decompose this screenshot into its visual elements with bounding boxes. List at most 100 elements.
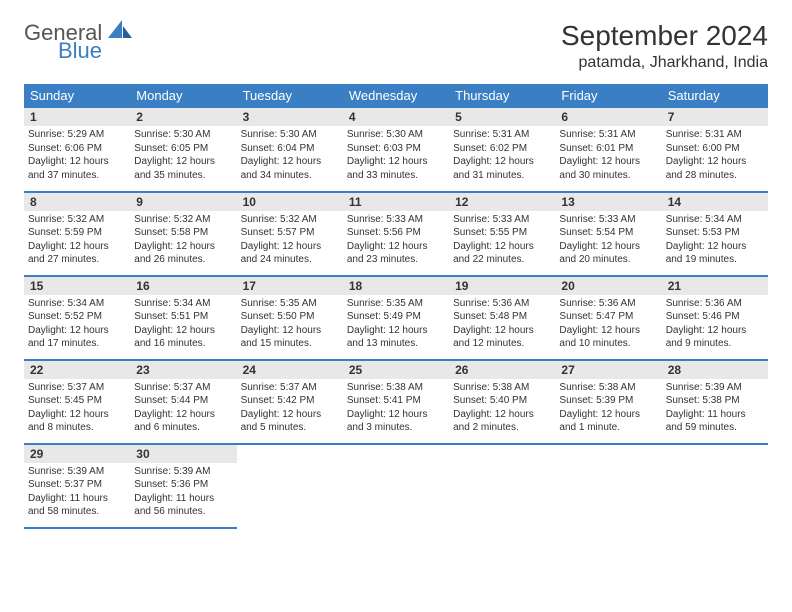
day-line-d2: and 13 minutes. bbox=[347, 337, 445, 351]
day-line-d2: and 10 minutes. bbox=[559, 337, 657, 351]
day-number: 30 bbox=[130, 445, 236, 463]
day-line-sunrise: Sunrise: 5:38 AM bbox=[559, 381, 657, 395]
day-body: Sunrise: 5:29 AMSunset: 6:06 PMDaylight:… bbox=[24, 126, 130, 186]
calendar-cell bbox=[662, 444, 768, 528]
day-number: 25 bbox=[343, 361, 449, 379]
title-block: September 2024 patamda, Jharkhand, India bbox=[561, 20, 768, 72]
day-line-sunrise: Sunrise: 5:34 AM bbox=[134, 297, 232, 311]
day-line-sunrise: Sunrise: 5:30 AM bbox=[347, 128, 445, 142]
day-line-d1: Daylight: 12 hours bbox=[453, 240, 551, 254]
day-line-sunrise: Sunrise: 5:34 AM bbox=[666, 213, 764, 227]
day-body: Sunrise: 5:38 AMSunset: 5:40 PMDaylight:… bbox=[449, 379, 555, 439]
calendar-cell: 7Sunrise: 5:31 AMSunset: 6:00 PMDaylight… bbox=[662, 108, 768, 192]
day-line-sunset: Sunset: 5:52 PM bbox=[28, 310, 126, 324]
calendar-cell: 15Sunrise: 5:34 AMSunset: 5:52 PMDayligh… bbox=[24, 276, 130, 360]
calendar-cell: 20Sunrise: 5:36 AMSunset: 5:47 PMDayligh… bbox=[555, 276, 661, 360]
day-body: Sunrise: 5:31 AMSunset: 6:01 PMDaylight:… bbox=[555, 126, 661, 186]
day-number: 10 bbox=[237, 193, 343, 211]
day-line-sunset: Sunset: 6:05 PM bbox=[134, 142, 232, 156]
day-line-d2: and 19 minutes. bbox=[666, 253, 764, 267]
day-line-sunset: Sunset: 5:57 PM bbox=[241, 226, 339, 240]
weekday-header: Monday bbox=[130, 84, 236, 108]
calendar-cell: 25Sunrise: 5:38 AMSunset: 5:41 PMDayligh… bbox=[343, 360, 449, 444]
day-line-d1: Daylight: 11 hours bbox=[28, 492, 126, 506]
day-line-d2: and 34 minutes. bbox=[241, 169, 339, 183]
day-number: 26 bbox=[449, 361, 555, 379]
day-body: Sunrise: 5:38 AMSunset: 5:39 PMDaylight:… bbox=[555, 379, 661, 439]
day-body: Sunrise: 5:38 AMSunset: 5:41 PMDaylight:… bbox=[343, 379, 449, 439]
day-number: 22 bbox=[24, 361, 130, 379]
calendar-cell: 24Sunrise: 5:37 AMSunset: 5:42 PMDayligh… bbox=[237, 360, 343, 444]
day-line-sunrise: Sunrise: 5:31 AM bbox=[666, 128, 764, 142]
day-line-sunrise: Sunrise: 5:35 AM bbox=[347, 297, 445, 311]
day-body: Sunrise: 5:37 AMSunset: 5:45 PMDaylight:… bbox=[24, 379, 130, 439]
calendar-cell: 29Sunrise: 5:39 AMSunset: 5:37 PMDayligh… bbox=[24, 444, 130, 528]
day-line-d2: and 56 minutes. bbox=[134, 505, 232, 519]
calendar-cell: 19Sunrise: 5:36 AMSunset: 5:48 PMDayligh… bbox=[449, 276, 555, 360]
day-body: Sunrise: 5:32 AMSunset: 5:58 PMDaylight:… bbox=[130, 211, 236, 271]
day-line-d1: Daylight: 12 hours bbox=[453, 324, 551, 338]
day-number: 1 bbox=[24, 108, 130, 126]
day-line-d1: Daylight: 12 hours bbox=[241, 408, 339, 422]
day-line-sunrise: Sunrise: 5:37 AM bbox=[134, 381, 232, 395]
day-line-sunrise: Sunrise: 5:31 AM bbox=[559, 128, 657, 142]
calendar-cell: 5Sunrise: 5:31 AMSunset: 6:02 PMDaylight… bbox=[449, 108, 555, 192]
day-line-sunset: Sunset: 5:37 PM bbox=[28, 478, 126, 492]
day-line-sunset: Sunset: 5:50 PM bbox=[241, 310, 339, 324]
day-line-d1: Daylight: 12 hours bbox=[347, 324, 445, 338]
day-line-d1: Daylight: 12 hours bbox=[28, 155, 126, 169]
day-line-d1: Daylight: 12 hours bbox=[241, 324, 339, 338]
day-line-sunset: Sunset: 5:49 PM bbox=[347, 310, 445, 324]
day-line-d2: and 23 minutes. bbox=[347, 253, 445, 267]
day-body: Sunrise: 5:30 AMSunset: 6:03 PMDaylight:… bbox=[343, 126, 449, 186]
calendar-cell: 22Sunrise: 5:37 AMSunset: 5:45 PMDayligh… bbox=[24, 360, 130, 444]
day-line-sunset: Sunset: 5:54 PM bbox=[559, 226, 657, 240]
month-title: September 2024 bbox=[561, 20, 768, 52]
day-body: Sunrise: 5:34 AMSunset: 5:51 PMDaylight:… bbox=[130, 295, 236, 355]
day-body: Sunrise: 5:34 AMSunset: 5:52 PMDaylight:… bbox=[24, 295, 130, 355]
day-number: 5 bbox=[449, 108, 555, 126]
day-body: Sunrise: 5:30 AMSunset: 6:04 PMDaylight:… bbox=[237, 126, 343, 186]
day-number: 21 bbox=[662, 277, 768, 295]
day-body: Sunrise: 5:36 AMSunset: 5:48 PMDaylight:… bbox=[449, 295, 555, 355]
day-line-sunrise: Sunrise: 5:29 AM bbox=[28, 128, 126, 142]
day-line-d1: Daylight: 12 hours bbox=[134, 408, 232, 422]
day-line-d2: and 6 minutes. bbox=[134, 421, 232, 435]
day-line-d1: Daylight: 12 hours bbox=[559, 408, 657, 422]
day-number: 9 bbox=[130, 193, 236, 211]
day-number: 23 bbox=[130, 361, 236, 379]
day-line-d2: and 31 minutes. bbox=[453, 169, 551, 183]
day-line-d2: and 58 minutes. bbox=[28, 505, 126, 519]
day-number: 16 bbox=[130, 277, 236, 295]
day-line-sunset: Sunset: 6:00 PM bbox=[666, 142, 764, 156]
day-line-d2: and 3 minutes. bbox=[347, 421, 445, 435]
day-line-sunset: Sunset: 5:47 PM bbox=[559, 310, 657, 324]
calendar-week-row: 8Sunrise: 5:32 AMSunset: 5:59 PMDaylight… bbox=[24, 192, 768, 276]
calendar-cell bbox=[555, 444, 661, 528]
calendar-week-row: 15Sunrise: 5:34 AMSunset: 5:52 PMDayligh… bbox=[24, 276, 768, 360]
weekday-header: Friday bbox=[555, 84, 661, 108]
calendar-week-row: 29Sunrise: 5:39 AMSunset: 5:37 PMDayligh… bbox=[24, 444, 768, 528]
day-number: 17 bbox=[237, 277, 343, 295]
day-line-d2: and 22 minutes. bbox=[453, 253, 551, 267]
day-number: 24 bbox=[237, 361, 343, 379]
day-line-d2: and 26 minutes. bbox=[134, 253, 232, 267]
day-line-sunset: Sunset: 6:01 PM bbox=[559, 142, 657, 156]
day-line-sunset: Sunset: 5:59 PM bbox=[28, 226, 126, 240]
calendar-cell: 10Sunrise: 5:32 AMSunset: 5:57 PMDayligh… bbox=[237, 192, 343, 276]
day-line-d2: and 17 minutes. bbox=[28, 337, 126, 351]
day-line-sunrise: Sunrise: 5:38 AM bbox=[347, 381, 445, 395]
day-line-d2: and 30 minutes. bbox=[559, 169, 657, 183]
day-body: Sunrise: 5:33 AMSunset: 5:56 PMDaylight:… bbox=[343, 211, 449, 271]
day-line-d2: and 37 minutes. bbox=[28, 169, 126, 183]
day-body: Sunrise: 5:35 AMSunset: 5:50 PMDaylight:… bbox=[237, 295, 343, 355]
day-number: 13 bbox=[555, 193, 661, 211]
day-line-sunrise: Sunrise: 5:39 AM bbox=[28, 465, 126, 479]
day-line-d2: and 16 minutes. bbox=[134, 337, 232, 351]
day-line-d1: Daylight: 12 hours bbox=[347, 240, 445, 254]
day-line-d1: Daylight: 12 hours bbox=[453, 155, 551, 169]
day-line-sunset: Sunset: 5:38 PM bbox=[666, 394, 764, 408]
day-number: 20 bbox=[555, 277, 661, 295]
day-body: Sunrise: 5:33 AMSunset: 5:54 PMDaylight:… bbox=[555, 211, 661, 271]
day-number: 8 bbox=[24, 193, 130, 211]
